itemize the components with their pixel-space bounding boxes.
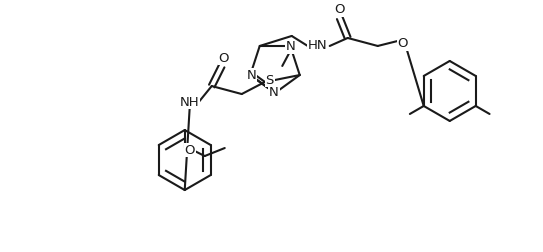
Text: N: N — [286, 41, 295, 53]
Text: O: O — [397, 38, 408, 50]
Text: HN: HN — [308, 40, 327, 52]
Text: N: N — [247, 69, 256, 82]
Text: N: N — [269, 86, 279, 100]
Text: O: O — [218, 52, 229, 65]
Text: NH: NH — [180, 96, 199, 109]
Text: S: S — [266, 74, 274, 86]
Text: O: O — [185, 144, 195, 156]
Text: O: O — [334, 4, 345, 16]
